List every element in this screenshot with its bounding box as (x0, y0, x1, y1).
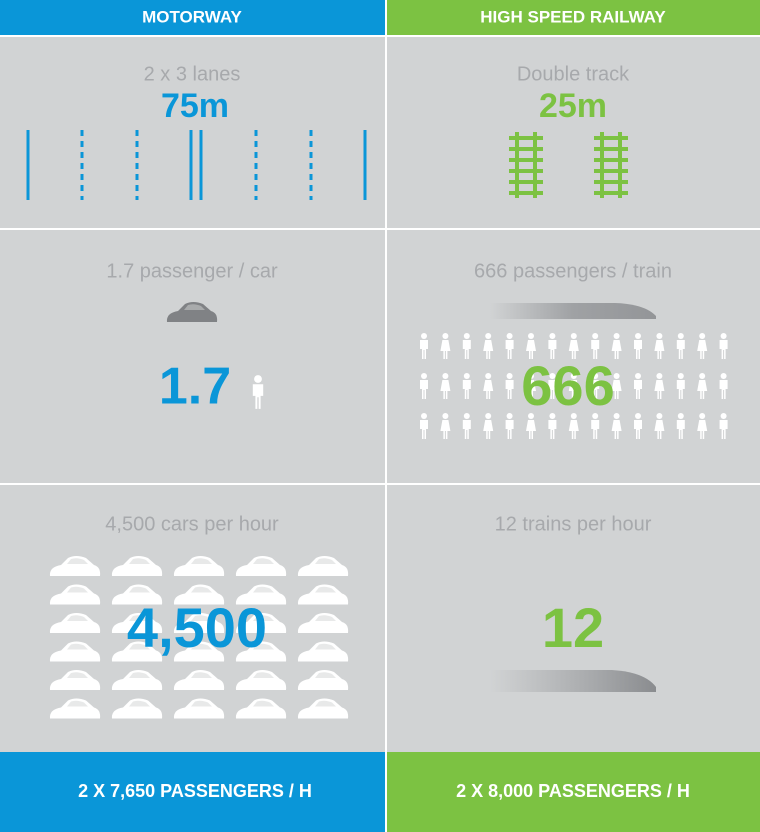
train-icon (490, 670, 656, 692)
width-label: 2 x 3 lanes (144, 63, 241, 85)
cell (387, 485, 760, 752)
footer-bg (387, 752, 760, 832)
occupancy-label: 666 passengers / train (474, 260, 672, 282)
occupancy-value: 1.7 (159, 358, 231, 416)
occupancy-value: 666 (521, 354, 614, 417)
width-label: Double track (517, 63, 630, 85)
footer-total: 2 X 7,650 PASSENGERS / H (78, 781, 312, 801)
cell (0, 230, 385, 483)
flow-value: 12 (542, 596, 604, 659)
tracks (509, 132, 628, 198)
column-header: MOTORWAY (142, 7, 242, 26)
occupancy-label: 1.7 passenger / car (106, 260, 278, 282)
flow-value: 4,500 (127, 596, 267, 659)
column-header: HIGH SPEED RAILWAY (480, 7, 666, 26)
flow-label: 12 trains per hour (495, 513, 652, 535)
cells (0, 37, 760, 752)
footer-total: 2 X 8,000 PASSENGERS / H (456, 781, 690, 801)
train-icon (490, 303, 656, 319)
cell (387, 230, 760, 483)
header-bg (0, 0, 385, 35)
cell (387, 37, 760, 228)
lanes (26, 130, 367, 200)
header-bg (387, 0, 760, 35)
footer-bg (0, 752, 385, 832)
width-value: 75m (161, 87, 229, 125)
flow-label: 4,500 cars per hour (105, 513, 279, 535)
width-value: 25m (539, 87, 607, 125)
